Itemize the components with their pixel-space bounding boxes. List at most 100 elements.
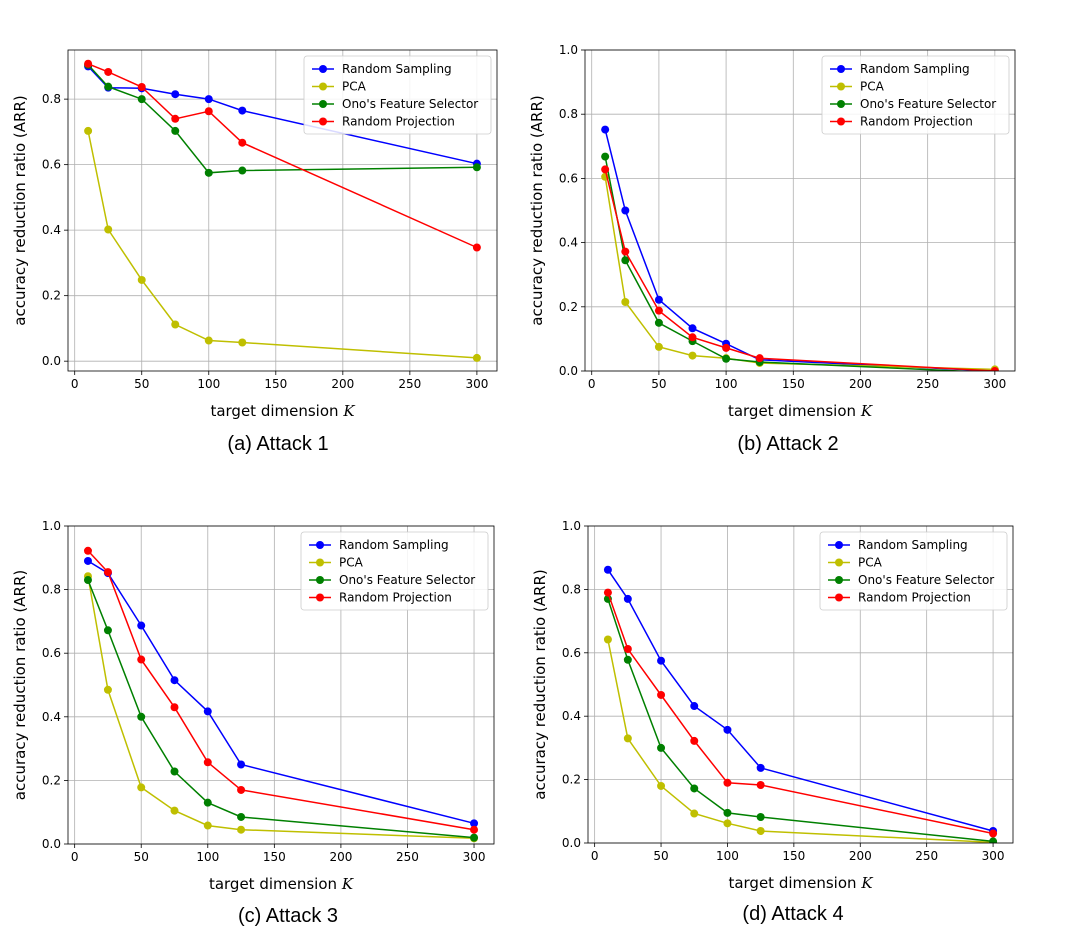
x-tick-label: 300 <box>463 850 486 864</box>
data-point <box>601 165 610 174</box>
data-point <box>621 297 630 306</box>
series-line <box>604 129 995 371</box>
series-line <box>607 592 994 835</box>
y-tick-label: 0.8 <box>559 107 578 121</box>
data-point <box>104 82 113 91</box>
axes: 0 50 100 150 200 250 300 0.0 0.2 0.4 0.6 0.8 1.0 <box>42 519 486 864</box>
x-tick-label: 250 <box>915 849 938 863</box>
x-tick-label: 0 <box>71 377 79 391</box>
y-tick-label: 0.2 <box>559 300 578 314</box>
x-tick-label: 150 <box>782 377 805 391</box>
data-point <box>654 318 663 327</box>
data-point <box>170 676 179 685</box>
data-point <box>237 812 246 821</box>
data-point <box>621 256 630 265</box>
y-tick-label: 1.0 <box>42 519 61 533</box>
data-point <box>238 166 247 175</box>
y-tick-label: 0.4 <box>42 710 61 724</box>
y-tick-label: 0.6 <box>42 646 61 660</box>
x-tick-label: 200 <box>849 377 872 391</box>
axes-frame <box>584 49 1016 372</box>
data-point <box>204 336 213 345</box>
x-tick-label: 250 <box>396 850 419 864</box>
series-line <box>87 576 475 840</box>
data-point <box>103 685 112 694</box>
x-tick-label: 150 <box>263 850 286 864</box>
y-tick-label: 0.4 <box>562 709 581 723</box>
y-tick-label: 0.6 <box>559 171 578 185</box>
legend-label: Ono's Feature Selector <box>342 97 478 111</box>
axes: 0 50 100 150 200 250 300 0.0 0.2 0.4 0.6 0.8 1.0 <box>562 519 1005 863</box>
data-point <box>654 342 663 351</box>
y-tick-label: 0.8 <box>42 583 61 597</box>
data-point <box>722 343 731 352</box>
x-axis-label: target dimension K <box>210 402 355 420</box>
legend-box <box>819 531 1008 611</box>
axes-frame <box>67 525 495 845</box>
panel-caption: (a) Attack 1 <box>227 433 328 455</box>
data-point <box>103 626 112 635</box>
series-line <box>87 579 475 839</box>
data-point <box>688 333 697 342</box>
x-tick-label: 200 <box>329 850 352 864</box>
data-point <box>621 247 630 256</box>
data-point <box>470 825 479 834</box>
legend-label: Ono's Feature Selector <box>339 573 475 587</box>
y-tick-label: 0.6 <box>42 158 61 172</box>
data-point <box>989 837 998 843</box>
data-point <box>690 809 699 818</box>
legend-marker <box>319 100 327 108</box>
data-point <box>84 59 93 68</box>
legend-marker <box>837 65 845 73</box>
data-point <box>756 813 765 822</box>
legend: Random Sampling PCA Ono's Feature Selector… <box>819 531 1008 611</box>
data-point <box>723 778 732 787</box>
x-tick-label: 100 <box>197 377 220 391</box>
data-point <box>623 655 632 664</box>
legend-label: PCA <box>339 556 364 570</box>
data-point <box>170 703 179 712</box>
series-line <box>604 176 995 371</box>
y-tick-label: 1.0 <box>559 43 578 57</box>
data-point <box>83 546 92 555</box>
series-line <box>607 598 994 843</box>
data-point <box>723 725 732 734</box>
x-tick-label: 200 <box>849 849 872 863</box>
data-point <box>203 821 212 830</box>
data-point <box>171 114 180 123</box>
legend: Random Sampling PCA Ono's Feature Selector… <box>300 531 489 611</box>
data-point <box>603 565 612 574</box>
legend-marker <box>319 117 327 126</box>
y-tick-label: 0.0 <box>42 354 61 368</box>
data-point <box>137 83 146 92</box>
data-point <box>170 806 179 815</box>
legend-marker <box>316 558 324 567</box>
data-point <box>137 655 146 664</box>
data-point <box>601 152 610 161</box>
y-axis-label: accuracy reduction ratio (ARR) <box>11 95 29 325</box>
data-point <box>103 568 112 577</box>
x-tick-label: 100 <box>715 377 738 391</box>
legend-marker <box>835 593 843 602</box>
y-tick-label: 0.2 <box>42 773 61 787</box>
data-point <box>623 644 632 653</box>
axes-frame <box>67 49 498 372</box>
data-point <box>657 743 666 752</box>
data-point <box>755 354 764 363</box>
panel-caption: (c) Attack 3 <box>238 905 338 927</box>
y-tick-label: 0.6 <box>562 646 581 660</box>
legend-marker <box>835 576 843 584</box>
y-tick-label: 0.2 <box>562 773 581 787</box>
legend-marker <box>837 100 845 108</box>
data-point <box>654 306 663 315</box>
legend-label: PCA <box>858 556 883 570</box>
data-point <box>657 690 666 699</box>
data-point <box>654 295 663 304</box>
data-point <box>84 126 93 135</box>
legend-label: Random Projection <box>860 115 973 129</box>
axes: 0 50 100 150 200 250 300 0.0 0.2 0.4 0.6 0.8 <box>42 92 488 391</box>
data-point <box>690 702 699 711</box>
x-tick-label: 200 <box>331 377 354 391</box>
x-axis-label: target dimension K <box>728 402 873 420</box>
data-point <box>603 635 612 644</box>
